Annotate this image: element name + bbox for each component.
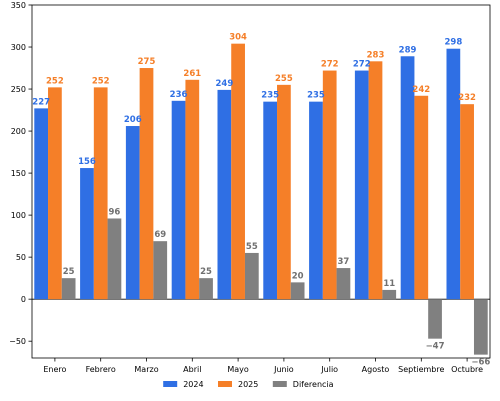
bar-2024 xyxy=(171,100,186,300)
y-tick-label: 150 xyxy=(11,169,26,178)
data-label-2024: 235 xyxy=(261,91,279,101)
bar-diferencia xyxy=(428,299,442,339)
bar-diferencia xyxy=(290,282,305,300)
bar-2025 xyxy=(139,68,154,300)
data-label-diferencia: 55 xyxy=(246,242,258,252)
bar-2025 xyxy=(277,84,291,300)
legend-swatch-2025 xyxy=(218,381,232,387)
data-label-diferencia: 37 xyxy=(338,257,350,267)
bar-2024 xyxy=(125,126,140,300)
data-label-diferencia: −47 xyxy=(426,342,445,352)
legend: 2024 2025 Diferencia xyxy=(163,380,334,389)
bar-diferencia xyxy=(473,299,488,355)
y-axis: −50 0 50 100 150 200 250 300 350 xyxy=(9,1,32,346)
bar-2025 xyxy=(185,79,200,300)
y-tick-label: −50 xyxy=(9,337,26,346)
bars xyxy=(34,43,488,355)
x-tick-label: Enero xyxy=(43,365,66,374)
data-label-2024: 206 xyxy=(124,115,142,125)
data-label-diferencia: 20 xyxy=(292,271,304,281)
bar-2025 xyxy=(414,95,429,300)
y-tick-label: 250 xyxy=(11,85,26,94)
data-label-2025: 252 xyxy=(46,76,64,86)
bar-diferencia xyxy=(61,278,76,300)
bar-2025 xyxy=(460,104,474,300)
bar-2025 xyxy=(322,70,337,300)
legend-label-2025: 2025 xyxy=(238,380,258,389)
x-tick-label: Febrero xyxy=(86,365,116,374)
data-label-2025: 255 xyxy=(275,74,293,84)
bar-2024 xyxy=(309,101,323,300)
data-label-2025: 232 xyxy=(458,93,476,103)
bar-2024 xyxy=(400,56,415,300)
x-tick-label: Octubre xyxy=(451,365,483,374)
bar-2024 xyxy=(217,89,232,300)
data-label-2025: 272 xyxy=(321,60,339,70)
data-label-2024: 235 xyxy=(307,91,325,101)
bar-2025 xyxy=(231,43,245,300)
legend-label-2024: 2024 xyxy=(183,380,203,389)
y-tick-label: 300 xyxy=(11,43,26,52)
data-label-diferencia: 69 xyxy=(154,230,166,240)
data-label-2024: 272 xyxy=(353,60,371,70)
bar-2024 xyxy=(446,48,461,300)
y-tick-label: 50 xyxy=(16,253,26,262)
data-label-diferencia: 96 xyxy=(109,207,121,217)
x-tick-label: Julio xyxy=(320,365,338,374)
data-label-2025: 304 xyxy=(229,33,247,43)
data-label-2024: 227 xyxy=(32,97,50,107)
bar-diferencia xyxy=(244,252,259,300)
bar-diferencia xyxy=(336,268,351,300)
data-label-diferencia: −66 xyxy=(471,358,490,368)
legend-swatch-diferencia xyxy=(272,381,287,387)
x-tick-label: Agosto xyxy=(362,365,390,374)
bar-2025 xyxy=(368,61,383,300)
data-labels: 227 252 25 156 252 96 206 275 69 236 261 25 249 304 55… xyxy=(32,33,490,368)
data-label-2025: 252 xyxy=(92,76,110,86)
data-label-2024: 249 xyxy=(215,79,233,89)
x-tick-label: Mayo xyxy=(227,365,249,374)
data-label-2025: 242 xyxy=(412,85,430,95)
x-tick-label: Abril xyxy=(183,365,201,374)
bar-diferencia xyxy=(107,218,122,300)
data-label-diferencia: 25 xyxy=(63,267,75,277)
y-tick-label: 0 xyxy=(21,295,26,304)
bar-2024 xyxy=(354,70,369,300)
data-label-2025: 275 xyxy=(138,57,156,67)
bar-2024 xyxy=(263,101,278,300)
data-label-2024: 298 xyxy=(444,38,462,48)
bar-2024 xyxy=(80,168,94,300)
bar-2024 xyxy=(34,108,49,300)
y-tick-label: 200 xyxy=(11,127,26,136)
legend-swatch-2024 xyxy=(163,381,178,387)
data-label-2025: 283 xyxy=(367,50,385,60)
data-label-diferencia: 11 xyxy=(383,279,395,289)
data-label-2024: 236 xyxy=(170,90,188,100)
x-tick-label: Junio xyxy=(273,365,294,374)
data-label-2024: 289 xyxy=(399,45,417,55)
x-axis: Enero Febrero Marzo Abril Mayo Junio Julio Agos… xyxy=(43,358,483,374)
plot-frame xyxy=(31,4,491,359)
y-tick-label: 100 xyxy=(11,211,26,220)
x-tick-label: Marzo xyxy=(134,365,158,374)
y-tick-label: 350 xyxy=(11,1,26,10)
legend-label-diferencia: Diferencia xyxy=(293,380,334,389)
bar-2025 xyxy=(93,87,108,300)
bar-diferencia xyxy=(153,241,168,300)
data-label-2025: 261 xyxy=(183,69,201,79)
bar-2025 xyxy=(48,87,62,300)
data-label-diferencia: 25 xyxy=(200,267,212,277)
bar-diferencia xyxy=(382,289,397,300)
x-tick-label: Septiembre xyxy=(398,365,444,374)
data-label-2024: 156 xyxy=(78,157,96,167)
bar-diferencia xyxy=(199,278,213,300)
